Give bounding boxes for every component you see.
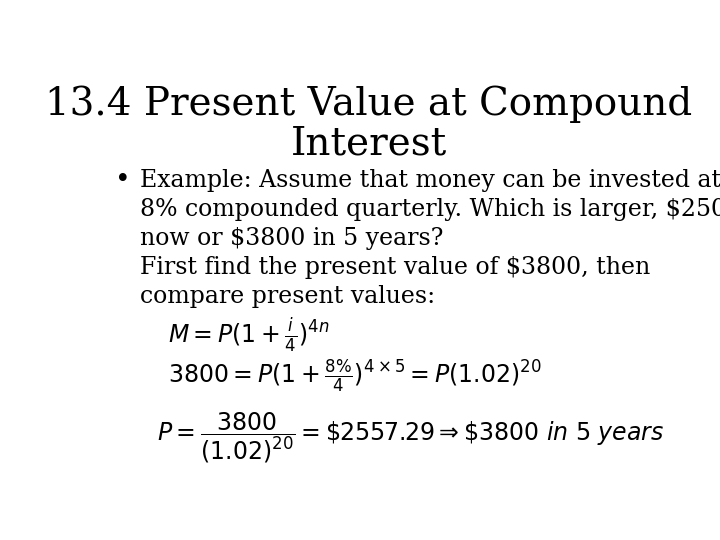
- Text: now or $3800 in 5 years?: now or $3800 in 5 years?: [140, 227, 444, 250]
- Text: compare present values:: compare present values:: [140, 285, 436, 308]
- Text: •: •: [115, 167, 131, 192]
- Text: Interest: Interest: [291, 125, 447, 162]
- Text: $3800 = P(1 + \frac{8\%}{4})^{4 \times 5} = P(1.02)^{20}$: $3800 = P(1 + \frac{8\%}{4})^{4 \times 5…: [168, 358, 542, 395]
- Text: 8% compounded quarterly. Which is larger, $2500: 8% compounded quarterly. Which is larger…: [140, 198, 720, 221]
- Text: $M = P(1 + \frac{i}{4})^{4n}$: $M = P(1 + \frac{i}{4})^{4n}$: [168, 316, 330, 355]
- Text: First find the present value of $3800, then: First find the present value of $3800, t…: [140, 256, 650, 279]
- Text: 13.4 Present Value at Compound: 13.4 Present Value at Compound: [45, 85, 693, 123]
- Text: $P = \dfrac{3800}{(1.02)^{20}} = \$2557.29 \Rightarrow \$3800\ \mathit{in\ 5\ ye: $P = \dfrac{3800}{(1.02)^{20}} = \$2557.…: [157, 410, 665, 465]
- Text: Example: Assume that money can be invested at: Example: Assume that money can be invest…: [140, 168, 720, 192]
